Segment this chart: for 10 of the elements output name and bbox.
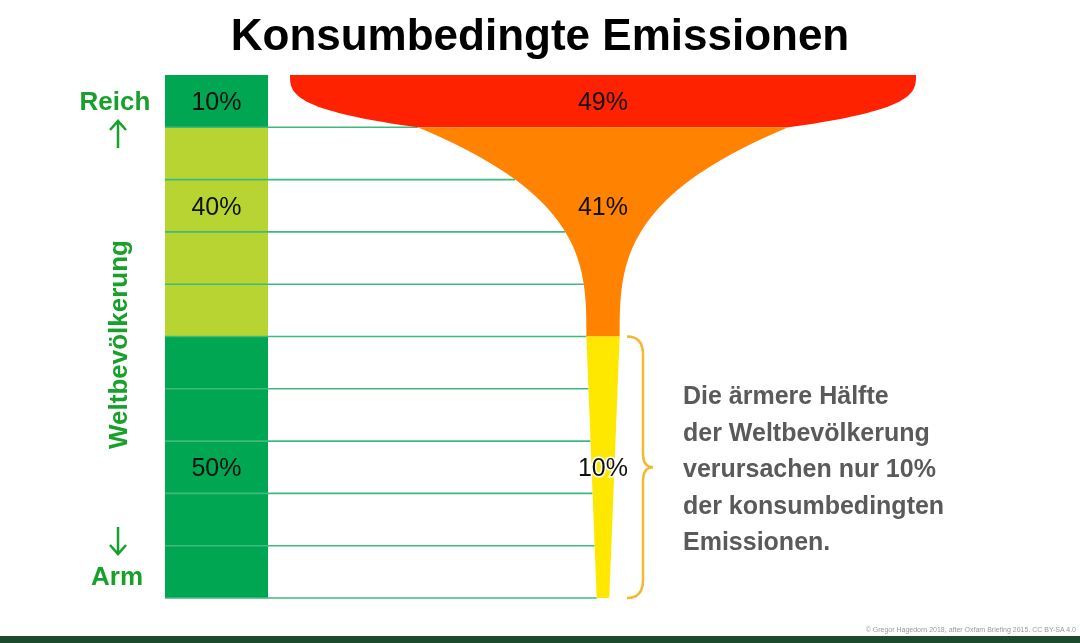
text: Arm bbox=[90, 561, 144, 591]
data-label: 50% bbox=[191, 453, 242, 481]
data-label: 40% bbox=[191, 191, 242, 220]
data-label: 49% bbox=[577, 86, 629, 115]
text: Konsumbedingte Emissionen bbox=[230, 10, 850, 59]
text: Die ärmere Hälfte der Weltbevölkerung verursachen nur 10% der konsumbedingten Emissionen. bbox=[683, 381, 945, 555]
text: Reich bbox=[79, 86, 151, 116]
text: Weltbevölkerung bbox=[103, 239, 133, 450]
data-label: 10% bbox=[191, 86, 242, 115]
data-label: 41% bbox=[577, 191, 629, 220]
